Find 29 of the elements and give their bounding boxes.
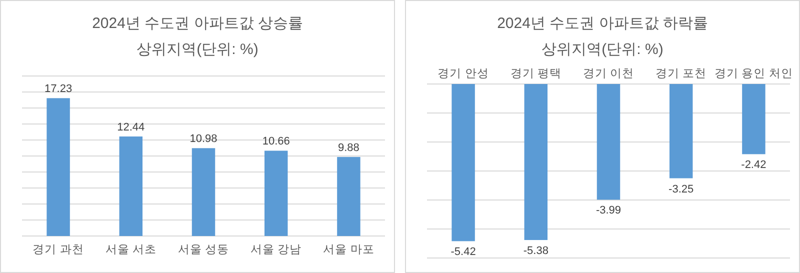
x-tick-label: 경기 안성 [438,68,489,80]
bar [264,150,288,236]
data-label: 10.66 [262,136,290,148]
data-label: 9.88 [338,142,360,154]
data-label: -3.99 [596,204,622,217]
chart-subtitle: 상위지역(단위: %) [136,41,258,58]
data-label: -2.42 [741,159,766,172]
data-label: 12.44 [117,121,145,134]
chart-subtitle: 상위지역(단위: %) [542,41,664,58]
x-tick-label: 경기 평택 [510,68,562,80]
chart-title: 2024년 수도권 아파트값 하락률 [497,15,708,32]
data-label: -5.38 [523,245,548,258]
bar [337,156,360,236]
x-tick-label: 경기 포천 [656,68,707,80]
bar [192,148,216,236]
bar [46,98,70,236]
bar [119,136,143,236]
x-tick-label: 서울 마포 [323,244,374,256]
x-tick-label: 경기 이천 [582,68,634,80]
x-tick-label: 서울 강남 [250,244,302,256]
data-label: 10.98 [190,133,218,146]
data-label: -5.42 [450,246,476,258]
x-tick-label: 경기 용인 처인 [714,68,793,80]
x-tick-label: 경기 과천 [32,244,84,256]
data-label: -3.25 [668,183,694,196]
data-label: 17.23 [44,83,72,96]
x-tick-label: 서울 서초 [105,244,156,256]
x-tick-label: 서울 성동 [178,244,230,256]
chart-title: 2024년 수도권 아파트값 상승률 [92,15,303,32]
